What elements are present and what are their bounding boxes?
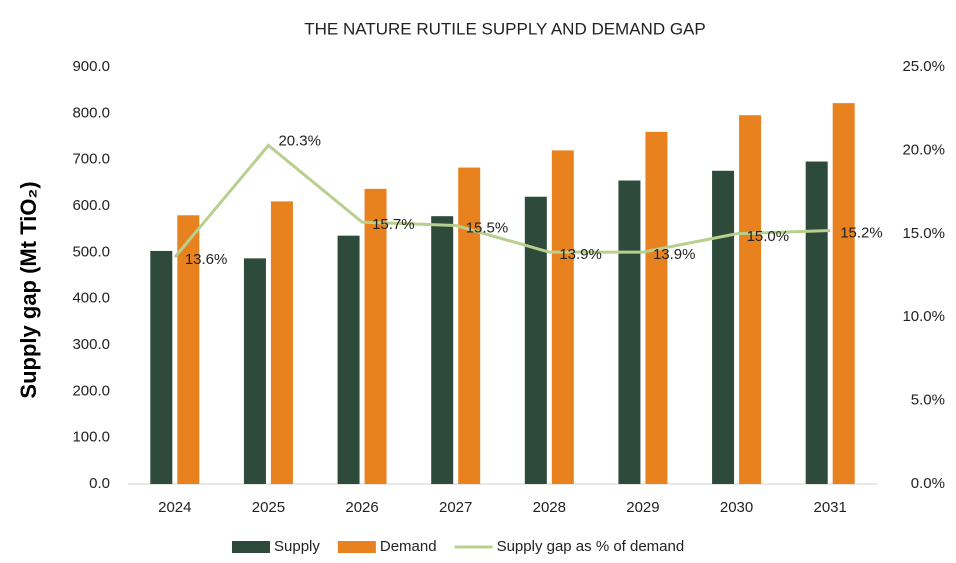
y2-tick-label: 10.0% <box>902 308 945 325</box>
y-tick-label: 700.0 <box>72 151 110 168</box>
y-tick-label: 800.0 <box>72 104 110 121</box>
x-tick-label: 2029 <box>626 499 659 516</box>
bar <box>243 258 266 484</box>
bar <box>177 215 200 484</box>
y-tick-label: 400.0 <box>72 290 110 307</box>
legend-label: Supply <box>274 538 320 555</box>
y-tick-label: 600.0 <box>72 197 110 214</box>
data-label: 20.3% <box>278 132 321 149</box>
chart-title: THE NATURE RUTILE SUPPLY AND DEMAND GAP <box>304 19 705 38</box>
data-label: 13.6% <box>185 251 228 268</box>
y-tick-label: 900.0 <box>72 58 110 75</box>
data-label: 15.2% <box>840 224 883 241</box>
y-axis-label: Supply gap (Mt TiO₂) <box>16 181 41 398</box>
bar <box>551 150 574 484</box>
bar <box>712 170 735 484</box>
bar <box>739 115 762 484</box>
data-label: 13.9% <box>559 246 602 263</box>
bar <box>270 201 293 484</box>
x-tick-label: 2026 <box>345 499 378 516</box>
x-tick-label: 2031 <box>814 499 847 516</box>
y2-tick-label: 25.0% <box>902 58 945 75</box>
bar <box>524 196 547 484</box>
bar <box>805 161 828 484</box>
bar <box>364 188 387 484</box>
y2-tick-label: 0.0% <box>911 475 945 492</box>
x-tick-label: 2027 <box>439 499 472 516</box>
data-label: 15.0% <box>747 228 790 245</box>
x-tick-label: 2030 <box>720 499 753 516</box>
x-tick-label: 2025 <box>252 499 285 516</box>
data-label: 15.5% <box>466 219 509 236</box>
line <box>173 143 831 259</box>
legend-label: Supply gap as % of demand <box>497 538 685 555</box>
x-tick-label: 2028 <box>533 499 566 516</box>
y-tick-label: 0.0 <box>89 475 110 492</box>
y-tick-label: 300.0 <box>72 336 110 353</box>
legend-swatch <box>337 541 376 553</box>
bar <box>150 250 173 484</box>
y2-tick-label: 20.0% <box>902 141 945 158</box>
x-tick-label: 2024 <box>158 499 191 516</box>
bar <box>337 235 360 484</box>
y2-tick-label: 5.0% <box>911 392 945 409</box>
legend-swatch <box>232 541 270 553</box>
y2-tick-label: 15.0% <box>902 225 945 242</box>
bar <box>645 131 668 484</box>
y-tick-label: 100.0 <box>72 429 110 446</box>
bar <box>618 180 641 484</box>
data-label: 13.9% <box>653 246 696 263</box>
bar <box>832 103 855 484</box>
bar <box>431 216 454 484</box>
bar <box>458 167 481 484</box>
legend-label: Demand <box>380 538 437 555</box>
data-label: 15.7% <box>372 216 415 233</box>
y-tick-label: 500.0 <box>72 243 110 260</box>
y-tick-label: 200.0 <box>72 382 110 399</box>
